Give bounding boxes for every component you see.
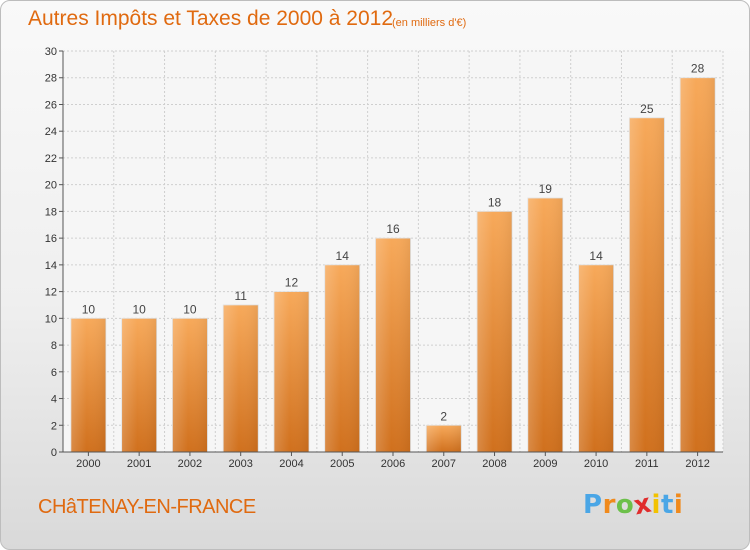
x-tick-label-2002: 2002: [178, 458, 202, 470]
bar-shine: [375, 238, 411, 452]
y-tick-label: 2: [51, 420, 57, 432]
y-tick-label: 4: [51, 394, 57, 406]
bar-shine: [426, 425, 462, 452]
chart-title: Autres Impôts et Taxes de 2000 à 2012: [28, 7, 394, 30]
y-tick-label: 10: [45, 313, 57, 325]
y-tick-label: 12: [45, 287, 57, 299]
y-tick-label: 16: [45, 233, 57, 245]
chart-subtitle: (en milliers d'€): [392, 17, 467, 29]
bar-shine: [70, 318, 106, 452]
bar-shine: [680, 77, 716, 452]
value-label-2008: 18: [488, 195, 502, 209]
value-label-2010: 14: [589, 249, 603, 263]
bar-shine: [578, 264, 614, 452]
value-label-2012: 28: [691, 62, 705, 76]
y-tick-label: 20: [45, 180, 57, 192]
bar-shine: [527, 198, 563, 452]
x-tick-label-2009: 2009: [533, 458, 557, 470]
brand-letter: r: [602, 490, 616, 520]
value-label-2005: 14: [336, 249, 350, 263]
y-tick-label: 0: [51, 447, 57, 459]
brand-letter: i: [673, 490, 684, 520]
value-label-2001: 10: [132, 302, 146, 316]
proxiti-logo: Proxiti: [583, 489, 684, 522]
x-tick-label-2005: 2005: [330, 458, 354, 470]
brand-letter: P: [583, 490, 603, 520]
x-tick-label-2004: 2004: [279, 458, 303, 470]
value-label-2002: 10: [183, 302, 197, 316]
y-tick-label: 28: [45, 73, 57, 85]
bar-shine: [477, 211, 513, 452]
value-label-2006: 16: [386, 222, 400, 236]
y-tick-label: 22: [45, 153, 57, 165]
y-tick-label: 26: [45, 99, 57, 111]
x-tick-label-2012: 2012: [685, 458, 709, 470]
bar-shine: [324, 264, 360, 452]
value-label-2011: 25: [640, 102, 654, 116]
y-tick-label: 30: [45, 46, 57, 58]
value-label-2009: 19: [539, 182, 553, 196]
x-tick-label-2001: 2001: [127, 458, 151, 470]
town-name: CHâTENAY-EN-FRANCE: [38, 496, 256, 518]
x-tick-label-2006: 2006: [381, 458, 405, 470]
brand-letter: o: [615, 490, 635, 520]
x-tick-label-2008: 2008: [482, 458, 506, 470]
x-tick-label-2011: 2011: [635, 458, 659, 470]
x-tick-label-2000: 2000: [76, 458, 100, 470]
y-tick-label: 6: [51, 367, 57, 379]
value-label-2007: 2: [440, 409, 447, 423]
x-tick-label-2003: 2003: [228, 458, 252, 470]
bar-shine: [121, 318, 157, 452]
x-tick-label-2007: 2007: [432, 458, 456, 470]
y-tick-label: 8: [51, 340, 57, 352]
value-label-2004: 12: [285, 276, 299, 290]
bar-shine: [629, 117, 665, 452]
bar-shine: [172, 318, 208, 452]
y-tick-label: 14: [45, 260, 57, 272]
brand-letter: t: [660, 490, 674, 520]
value-label-2000: 10: [82, 302, 96, 316]
bar-shine: [273, 291, 309, 452]
bar-shine: [223, 304, 259, 452]
y-tick-label: 24: [45, 126, 57, 138]
value-label-2003: 11: [234, 289, 247, 303]
x-tick-label-2010: 2010: [584, 458, 608, 470]
brand-letter: i: [651, 490, 661, 520]
y-tick-label: 18: [45, 206, 57, 218]
